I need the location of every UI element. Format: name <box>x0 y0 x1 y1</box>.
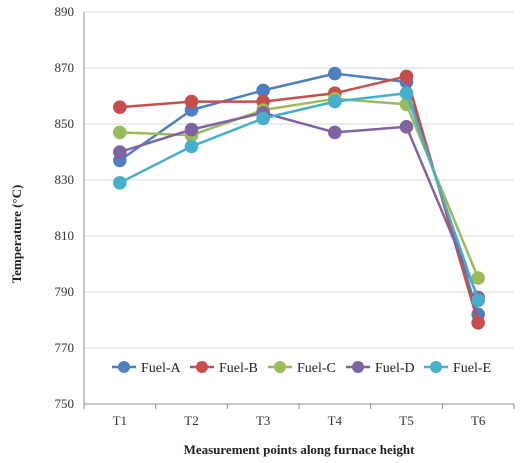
legend-marker-fuel-c <box>274 361 286 373</box>
data-point-fuel-a-t4 <box>328 66 342 81</box>
series-line-fuel-d <box>118 111 480 299</box>
y-tick-label: 890 <box>55 4 75 19</box>
data-point-fuel-e-t2 <box>184 139 199 154</box>
legend-item-fuel-e: Fuel-E <box>424 361 491 376</box>
x-tick-label: T1 <box>113 413 127 428</box>
data-point-fuel-e-t5 <box>399 86 414 100</box>
gridlines <box>84 11 514 405</box>
legend-item-fuel-a: Fuel-A <box>112 361 182 376</box>
legend-marker-fuel-d <box>352 361 364 373</box>
x-axis-label: Measurement points along furnace height <box>184 442 416 457</box>
series-line-fuel-b <box>118 75 480 325</box>
x-tick-label: T6 <box>471 413 486 428</box>
legend-marker-fuel-b <box>196 361 208 373</box>
x-tick-label: T2 <box>184 413 198 428</box>
data-point-fuel-d-t4 <box>328 125 342 140</box>
y-tick-label: 850 <box>55 116 75 131</box>
legend-label-fuel-a: Fuel-A <box>141 361 182 376</box>
legend-label-fuel-c: Fuel-C <box>297 361 336 376</box>
legend-item-fuel-c: Fuel-C <box>268 361 336 376</box>
series-line-fuel-e <box>118 91 480 302</box>
series-line-fuel-c <box>118 97 480 280</box>
series-layer <box>113 66 485 330</box>
y-axis-label: Temperature (°C) <box>9 185 24 284</box>
series-fuel-d <box>113 106 485 305</box>
data-point-fuel-e-t6 <box>471 293 485 308</box>
legend-label-fuel-b: Fuel-B <box>219 361 258 376</box>
axes: 750 770 790 810 830 850 870 890 T1 T2 T3 T4 T5 T6 <box>55 4 515 428</box>
y-tick-label: 790 <box>55 284 75 299</box>
legend-marker-fuel-a <box>118 361 130 373</box>
data-point-fuel-d-t1 <box>113 145 127 159</box>
y-tick-label: 750 <box>55 396 75 411</box>
data-point-fuel-b-t1 <box>113 100 127 114</box>
y-tick-label: 770 <box>55 340 75 355</box>
legend-item-fuel-b: Fuel-B <box>190 361 258 376</box>
y-tick-label: 830 <box>55 172 75 187</box>
x-tick-label: T3 <box>256 413 270 428</box>
legend-label-fuel-d: Fuel-D <box>375 361 415 376</box>
data-point-fuel-b-t2 <box>184 94 199 109</box>
legend-item-fuel-d: Fuel-D <box>346 361 415 376</box>
data-point-fuel-e-t3 <box>256 111 270 126</box>
data-point-fuel-c-t1 <box>113 125 127 140</box>
x-tick-label: T4 <box>328 413 343 428</box>
x-tick-label: T5 <box>399 413 413 428</box>
legend: Fuel-A Fuel-B Fuel-C Fuel-D Fuel-E <box>112 361 491 376</box>
data-point-fuel-c-t6 <box>471 271 485 285</box>
series-fuel-e <box>113 86 485 308</box>
legend-label-fuel-e: Fuel-E <box>453 361 491 376</box>
series-fuel-b <box>113 69 485 330</box>
data-point-fuel-d-t2 <box>184 122 199 137</box>
y-tick-label: 810 <box>55 228 75 243</box>
data-point-fuel-e-t1 <box>113 176 127 190</box>
data-point-fuel-e-t4 <box>328 94 342 109</box>
y-tick-label: 870 <box>55 60 75 75</box>
series-fuel-c <box>113 92 485 285</box>
data-point-fuel-d-t5 <box>399 120 414 134</box>
data-point-fuel-b-t6 <box>471 316 485 330</box>
legend-marker-fuel-e <box>430 361 442 373</box>
data-point-fuel-b-t5 <box>399 69 414 84</box>
